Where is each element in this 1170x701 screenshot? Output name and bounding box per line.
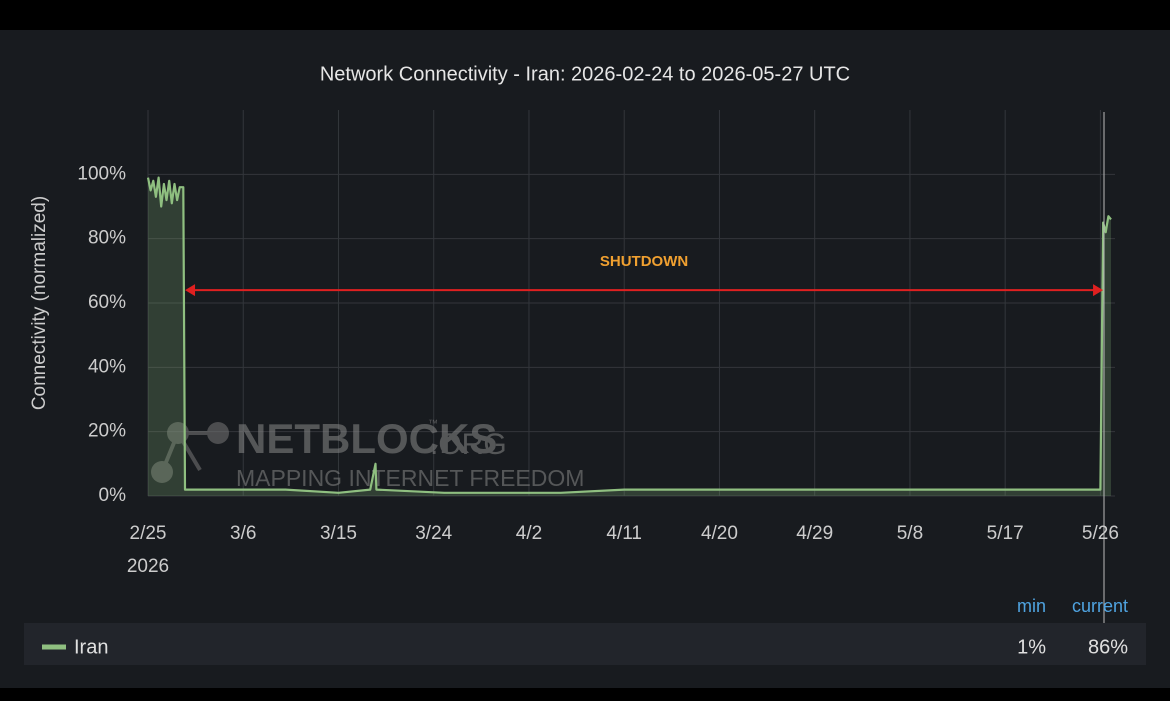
watermark-icon [160, 432, 180, 473]
watermark-icon [176, 431, 202, 472]
legend-stat-value: 1% [1017, 636, 1046, 658]
arrow-head [185, 284, 196, 297]
y-tick-label: 100% [77, 163, 126, 184]
chart-title: Network Connectivity - Iran: 2026-02-24 … [320, 63, 850, 85]
x-tick-label: 3/24 [415, 523, 452, 544]
legend-stat-value: 86% [1088, 636, 1128, 658]
y-tick-label: 40% [88, 356, 126, 377]
annotation-label: SHUTDOWN [600, 253, 688, 270]
watermark-title: NETBLOCKS [236, 415, 497, 462]
x-tick-label: 4/2 [516, 523, 542, 544]
y-tick-label: 0% [99, 485, 127, 506]
y-tick-label: 80% [88, 228, 126, 249]
legend-stat-header[interactable]: min [1017, 596, 1046, 616]
x-tick-label: 5/8 [897, 523, 923, 544]
x-tick-sublabel: 2026 [127, 556, 169, 577]
plot: SHUTDOWN [146, 176, 1112, 496]
panel [0, 30, 1170, 688]
y-tick-label: 60% [88, 292, 126, 313]
x-tick-label: 3/15 [320, 523, 357, 544]
x-tick-label: 5/17 [987, 523, 1024, 544]
watermark: NETBLOCKS ™ .ORG MAPPING INTERNET FREEDO… [151, 415, 584, 491]
x-tick-label: 5/26 [1082, 523, 1119, 544]
watermark-suffix: .ORG [430, 428, 507, 461]
legend-label[interactable]: Iran [74, 636, 108, 658]
y-axis-title: Connectivity (normalized) [29, 196, 50, 410]
watermark-tagline: MAPPING INTERNET FREEDOM [236, 465, 584, 491]
legend-row [24, 623, 1146, 665]
legend-stat-header[interactable]: current [1072, 596, 1128, 616]
line [146, 176, 1112, 494]
grid [147, 110, 1115, 497]
watermark-tm: ™ [428, 419, 438, 430]
arrow-head [1093, 284, 1104, 297]
x-tick-label: 4/11 [606, 523, 642, 544]
x-tick-label: 3/6 [230, 523, 256, 544]
y-tick-label: 20% [88, 421, 126, 442]
x-tick-label: 2/25 [130, 523, 167, 544]
x-tick-label: 4/20 [701, 523, 738, 544]
x-tick-label: 4/29 [796, 523, 833, 544]
